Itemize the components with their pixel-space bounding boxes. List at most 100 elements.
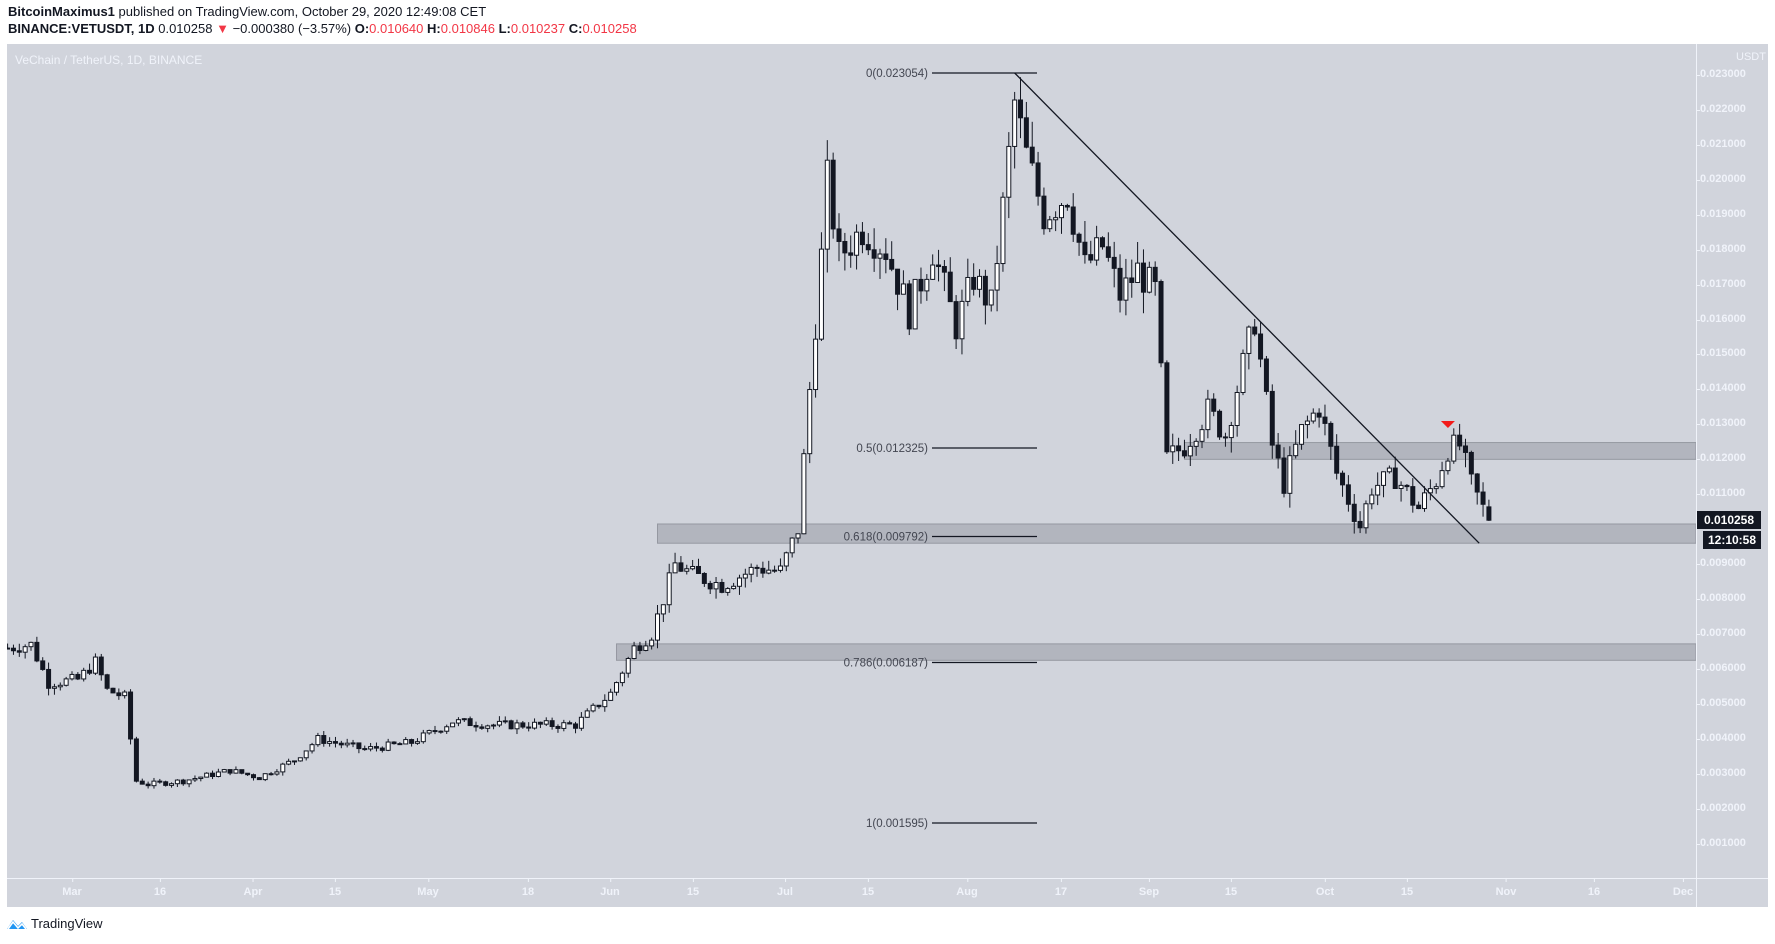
bearish-candle [356,742,362,750]
price-tick-label: 0.002000 [1696,801,1746,814]
bearish-candle [110,687,116,694]
bullish-candle [725,588,731,593]
symbol-line: BINANCE:VETUSDT, 1D 0.010258 ▼ −0.000380… [8,20,637,37]
bullish-candle [1445,460,1451,472]
bullish-candle [491,724,497,727]
bullish-candle [655,613,660,641]
bearish-candle [1117,267,1123,301]
bullish-candle [977,275,983,290]
bullish-candle [186,779,192,785]
bullish-candle [625,658,631,674]
bearish-candle [210,772,216,777]
bearish-candle [1275,444,1281,459]
bullish-candle [1187,445,1193,457]
chart-panel[interactable] [7,44,1768,907]
bearish-candle [895,268,901,295]
bullish-candle [198,776,204,780]
price-tick-label: 0.016000 [1696,312,1746,325]
tradingview-footer[interactable]: TradingView [6,916,103,931]
bullish-candle [169,783,175,786]
bearish-candle [842,240,848,254]
bearish-candle [1392,467,1398,490]
high-label: H: [423,21,441,36]
bullish-candle [1012,99,1018,147]
bullish-candle [303,750,309,759]
down-arrow-marker-icon [1440,421,1455,428]
current-price-tag: 0.010258 [1697,511,1761,529]
low-label: L: [494,21,511,36]
bullish-candle [403,739,409,745]
bullish-candle [1381,471,1387,486]
bullish-candle [280,763,286,773]
bullish-candle [801,453,807,535]
bullish-candle [619,672,625,684]
bearish-candle [953,301,959,340]
bearish-candle [719,581,725,593]
price-tick-label: 0.007000 [1696,627,1746,640]
bearish-candle [256,777,262,781]
author-name[interactable]: BitcoinMaximus1 [8,4,115,19]
bearish-candle [707,582,713,590]
bearish-candle [1345,484,1351,505]
bearish-candle [1082,241,1088,256]
bearish-candle [373,746,379,749]
bearish-candle [145,783,151,787]
bearish-candle [1269,390,1275,446]
bullish-candle [1369,494,1375,505]
bullish-candle [420,732,426,743]
bearish-candle [701,572,707,584]
bearish-candle [982,275,988,306]
time-tick-label: May [417,878,439,898]
bullish-candle [900,283,906,295]
bullish-candle [543,720,549,725]
bullish-candle [713,581,719,590]
bullish-candle [1299,424,1305,445]
time-axis-divider [7,878,1768,879]
bullish-candle [965,276,971,302]
bullish-candle [912,278,918,330]
bullish-candle [742,573,748,579]
bullish-candle [1135,262,1141,283]
bullish-candle [672,562,678,574]
bearish-candle [180,779,186,785]
time-tick-label: 15 [686,878,700,898]
candlestick-chart[interactable]: 0(0.023054) 0.5(0.012325) 0.618(0.009792) 0… [7,44,1696,878]
bearish-candle [128,691,134,740]
bullish-candle [988,289,994,306]
close-label: C: [565,21,583,36]
bearish-candle [859,231,865,246]
bullish-candle [731,585,737,590]
bearish-candle [1088,254,1094,261]
bearish-candle [1023,117,1029,148]
bullish-candle [1193,440,1199,447]
tradingview-brand: TradingView [31,916,103,931]
bearish-candle [10,647,16,652]
bearish-candle [139,780,145,785]
bullish-candle [602,699,608,708]
low-value: 0.010237 [510,21,566,36]
bearish-candle [830,159,836,230]
bullish-candle [1058,204,1064,219]
bearish-candle [1222,436,1228,439]
bearish-candle [1105,246,1111,258]
bearish-candle [871,249,877,259]
bearish-candle [941,266,947,273]
price-tick-label: 0.001000 [1696,836,1746,849]
bearish-candle [1111,256,1117,269]
time-tick-label: 15 [328,878,342,898]
bearish-candle [596,704,602,708]
bearish-candle [1252,326,1258,335]
bullish-candle [286,760,292,765]
bullish-candle [28,641,34,648]
price-tick-label: 0.015000 [1696,347,1746,360]
bullish-candle [1240,352,1246,393]
bullish-candle [344,742,350,746]
bearish-candle [1158,281,1164,364]
bullish-candle [660,604,666,615]
bearish-candle [87,669,93,674]
bullish-candle [274,771,280,775]
price-tick-label: 0.017000 [1696,277,1746,290]
bullish-candle [1053,217,1059,221]
open-value: 0.010640 [369,21,424,36]
bearish-candle [508,720,514,730]
